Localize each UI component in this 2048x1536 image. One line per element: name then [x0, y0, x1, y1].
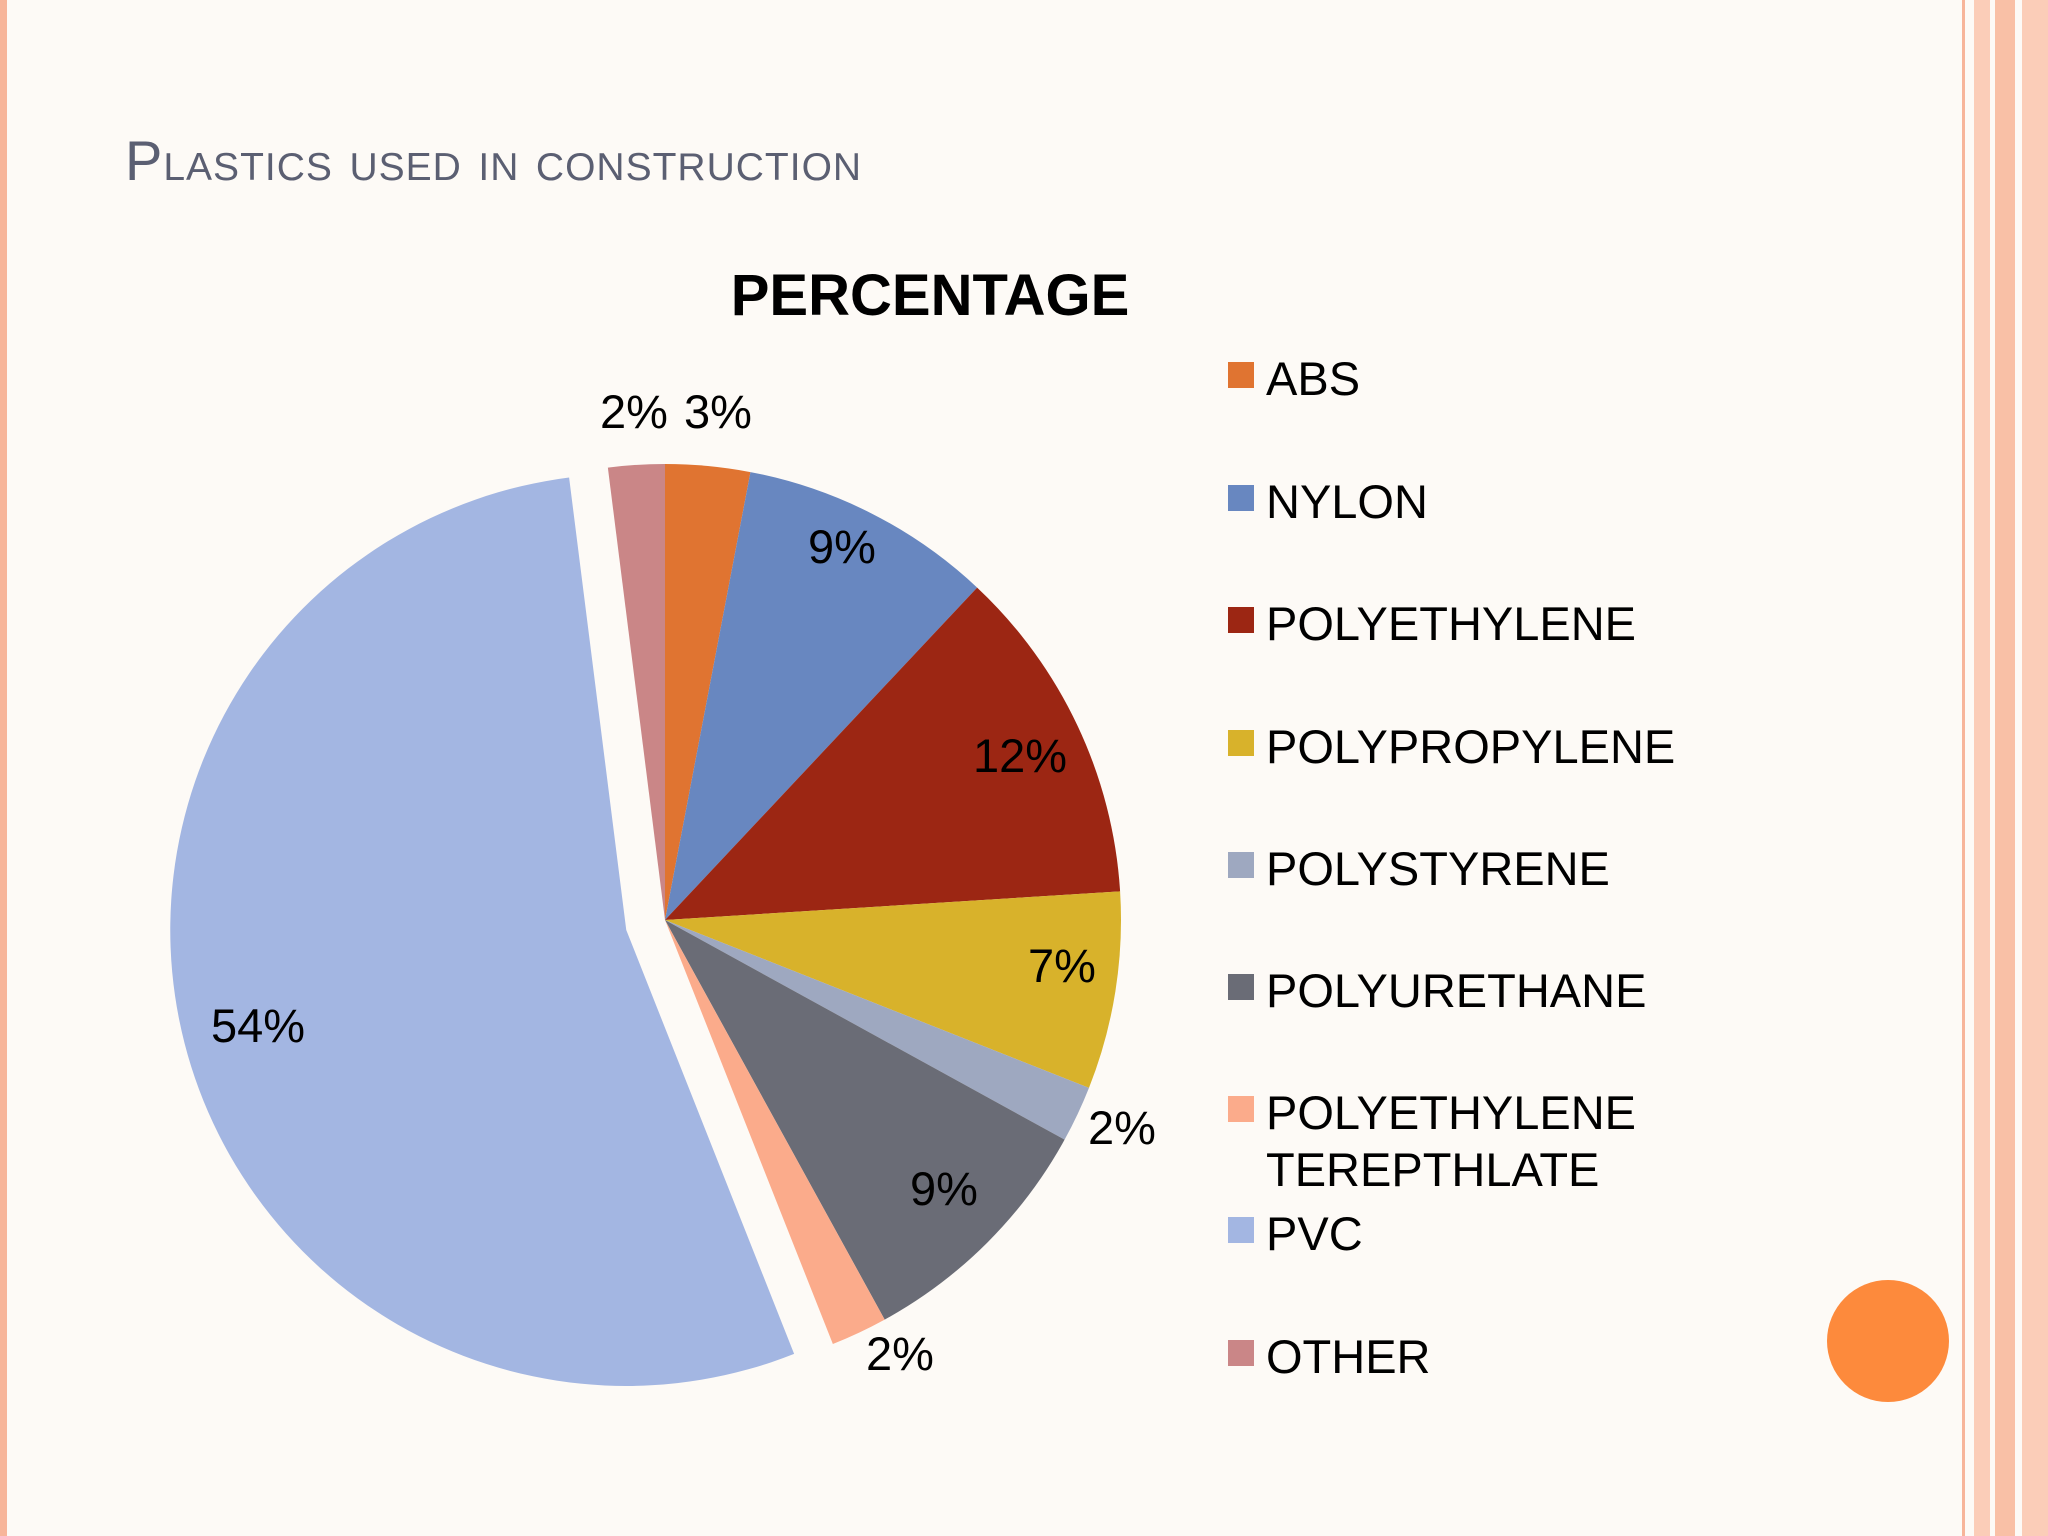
pie-chart: 3% 9% 12% 7% 2% 9% 2% 54% 2% [170, 385, 1156, 1386]
data-label-abs: 3% [684, 385, 752, 438]
slide-title: Plastics used in construction [125, 129, 863, 192]
legend-label: PVC [1266, 1207, 1363, 1260]
legend-swatch [1228, 1217, 1254, 1243]
legend-swatch [1228, 485, 1254, 511]
legend-swatch [1228, 1340, 1254, 1366]
data-label-polyurethane: 9% [910, 1162, 978, 1215]
legend-label: ABS [1266, 352, 1361, 405]
pie-slice-other [607, 464, 665, 920]
data-label-polypropylene: 7% [1028, 939, 1096, 992]
legend-swatch [1228, 852, 1254, 878]
right-border-stripe-4 [2022, 0, 2048, 1536]
right-border-stripe-1 [1962, 0, 1965, 1536]
left-border-stripe [0, 0, 7, 1536]
pie-slice-polypropylene [665, 891, 1121, 1088]
right-border-stripe-3 [1995, 0, 2015, 1536]
data-label-polystyrene: 2% [1088, 1101, 1156, 1154]
data-label-nylon: 9% [808, 520, 876, 573]
legend-item-polypropylene: POLYPROPYLENE [1228, 718, 1766, 775]
legend-item-polystyrene: POLYSTYRENE [1228, 840, 1766, 897]
legend-label: POLYETHYLENE TEREPTHLATE [1266, 1086, 1637, 1196]
pie-slice-polyurethane [665, 920, 1065, 1320]
legend-swatch [1228, 1096, 1254, 1122]
legend-swatch [1228, 607, 1254, 633]
legend-item-abs: ABS [1228, 350, 1766, 407]
data-label-other: 2% [600, 385, 668, 438]
pie-slice-polystyrene [665, 920, 1089, 1140]
pie-slice-abs [665, 464, 751, 920]
pie-slice-polyethylene [665, 587, 1121, 920]
legend-label: OTHER [1266, 1330, 1431, 1383]
legend-label: POLYETHYLENE [1266, 597, 1637, 650]
data-label-polyethylene-terepthlate: 2% [866, 1327, 934, 1380]
legend-item-other: OTHER [1228, 1328, 1766, 1385]
chart-title: PERCENTAGE [730, 263, 1130, 328]
legend-item-nylon: NYLON [1228, 473, 1766, 530]
legend-swatch [1228, 362, 1254, 388]
legend-label: POLYURETHANE [1266, 964, 1647, 1017]
pie-slice-polyethylene-terepthlate [665, 920, 885, 1344]
legend-item-pvc: PVC [1228, 1205, 1766, 1262]
data-label-pvc: 54% [211, 999, 305, 1052]
data-label-polyethylene: 12% [973, 729, 1067, 782]
legend-label: POLYSTYRENE [1266, 842, 1610, 895]
legend-label: NYLON [1266, 475, 1428, 528]
legend-swatch [1228, 730, 1254, 756]
legend-item-polyethylene: POLYETHYLENE [1228, 595, 1766, 652]
pie-slice-pvc [170, 477, 795, 1386]
legend-item-polyethylene-terepthlate: POLYETHYLENE TEREPTHLATE [1228, 1084, 1766, 1198]
right-border-stripe-2 [1974, 0, 1990, 1536]
pie-slice-nylon [665, 472, 978, 920]
legend-label: POLYPROPYLENE [1266, 720, 1676, 773]
decorative-accent-circle [1827, 1280, 1949, 1402]
legend-swatch [1228, 974, 1254, 1000]
legend-item-polyurethane: POLYURETHANE [1228, 962, 1766, 1019]
